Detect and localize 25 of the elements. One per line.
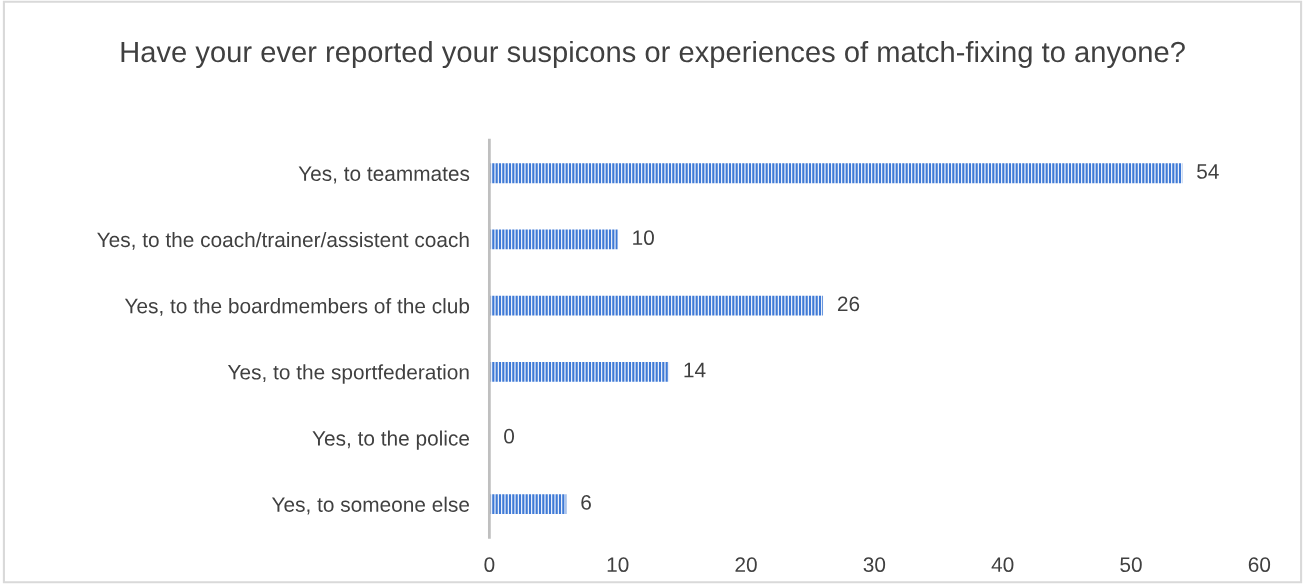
- bar: [489, 494, 567, 515]
- data-label: 26: [837, 296, 860, 312]
- data-label: 0: [504, 428, 515, 444]
- y-tick-label: Yes, to teammates: [298, 166, 470, 184]
- y-tick-label: Yes, to the police: [312, 430, 470, 450]
- bar: [489, 229, 618, 250]
- data-label: 6: [581, 495, 591, 510]
- x-tick-label: 30: [863, 557, 886, 573]
- x-tick-label: 10: [607, 557, 629, 573]
- x-tick-label: 20: [735, 557, 757, 573]
- y-tick-label: Yes, to the sportfederation: [227, 364, 469, 384]
- data-label: 14: [684, 362, 706, 378]
- y-tick-label: Yes, to the coach/trainer/assistent coach: [97, 231, 469, 250]
- data-label: 10: [633, 230, 654, 246]
- x-tick-label: 0: [484, 557, 495, 573]
- y-tick-label: Yes, to the boardmembers of the club: [124, 298, 470, 316]
- y-tick-label: Yes, to someone else: [271, 496, 470, 515]
- chart-title: Have your ever reported your suspicons or experiences of match-fixing to anyone?: [121, 40, 1185, 69]
- bar: [489, 361, 670, 382]
- x-tick-label: 60: [1248, 557, 1271, 573]
- bar: [489, 295, 824, 316]
- data-label: 54: [1197, 164, 1219, 179]
- x-tick-label: 40: [991, 557, 1014, 573]
- x-tick-label: 50: [1120, 557, 1142, 573]
- bar: [489, 163, 1183, 184]
